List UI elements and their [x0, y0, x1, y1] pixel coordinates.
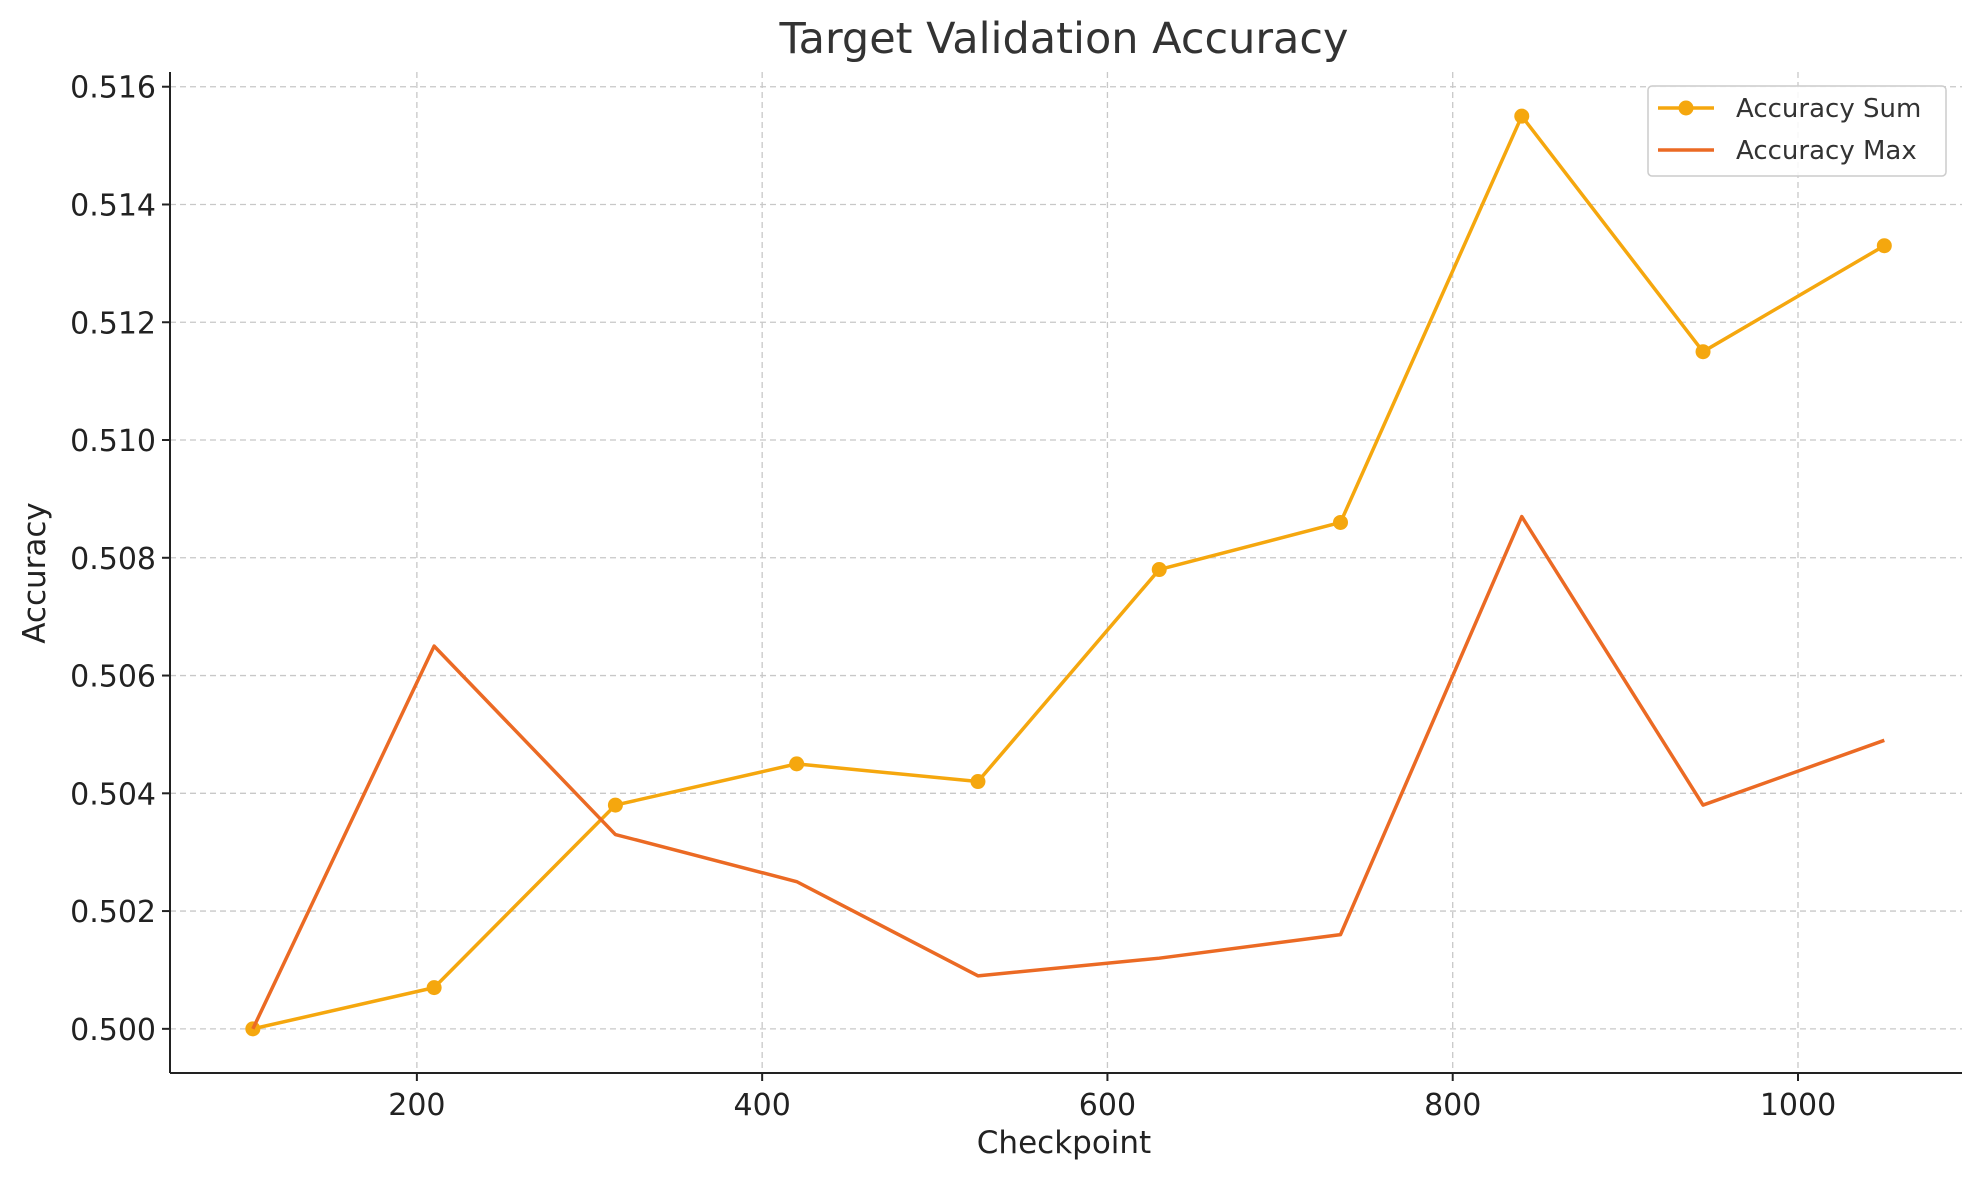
data-point-accuracy-sum	[1695, 344, 1711, 360]
legend-label: Accuracy Sum	[1736, 94, 1921, 124]
series-line-accuracy-sum	[252, 114, 1886, 1031]
x-tick-label: 600	[1079, 1088, 1136, 1123]
y-axis-label: Accuracy	[17, 502, 53, 644]
data-point-accuracy-sum	[426, 980, 442, 996]
legend-marker	[1678, 100, 1694, 116]
x-tick-label: 200	[388, 1088, 445, 1123]
data-point-accuracy-sum	[1876, 238, 1892, 254]
legend-box	[1647, 85, 1947, 177]
series-layer	[245, 108, 1892, 1037]
grid	[170, 72, 1962, 1073]
y-tick-label: 0.504	[70, 777, 156, 812]
y-tick-label: 0.508	[70, 542, 156, 577]
y-tick-label: 0.510	[70, 424, 156, 459]
data-point-accuracy-sum	[970, 774, 986, 790]
axes: 200 400 600 800 1000 0.500 0.502 0.504 0.506 0.50…	[70, 71, 1962, 1123]
y-tick-label: 0.514	[70, 188, 156, 223]
y-tick-label: 0.516	[70, 71, 156, 106]
chart-title: Target Validation Accuracy	[778, 14, 1348, 64]
data-point-accuracy-sum	[607, 797, 623, 813]
x-tick-label: 400	[734, 1088, 791, 1123]
legend-item-accuracy-sum: Accuracy Sum	[1658, 94, 1921, 124]
y-tick-label: 0.500	[70, 1013, 156, 1048]
series-line-accuracy-max	[251, 514, 1885, 1030]
series-accuracy-sum	[245, 108, 1892, 1037]
y-tick-label: 0.506	[70, 660, 156, 695]
data-point-accuracy-sum	[1151, 562, 1167, 578]
y-tick-label: 0.512	[70, 306, 156, 341]
data-point-accuracy-sum	[789, 756, 805, 772]
legend-item-accuracy-max: Accuracy Max	[1658, 136, 1917, 166]
x-tick-label: 1000	[1760, 1088, 1836, 1123]
x-axis-label: Checkpoint	[977, 1125, 1151, 1161]
data-point-accuracy-sum	[1514, 108, 1530, 124]
series-accuracy-max	[251, 514, 1885, 1030]
data-point-accuracy-sum	[1332, 514, 1348, 530]
legend: Accuracy Sum Accuracy Max	[1647, 85, 1947, 177]
legend-label: Accuracy Max	[1736, 136, 1917, 166]
y-tick-label: 0.502	[70, 895, 156, 930]
x-tick-label: 800	[1424, 1088, 1481, 1123]
